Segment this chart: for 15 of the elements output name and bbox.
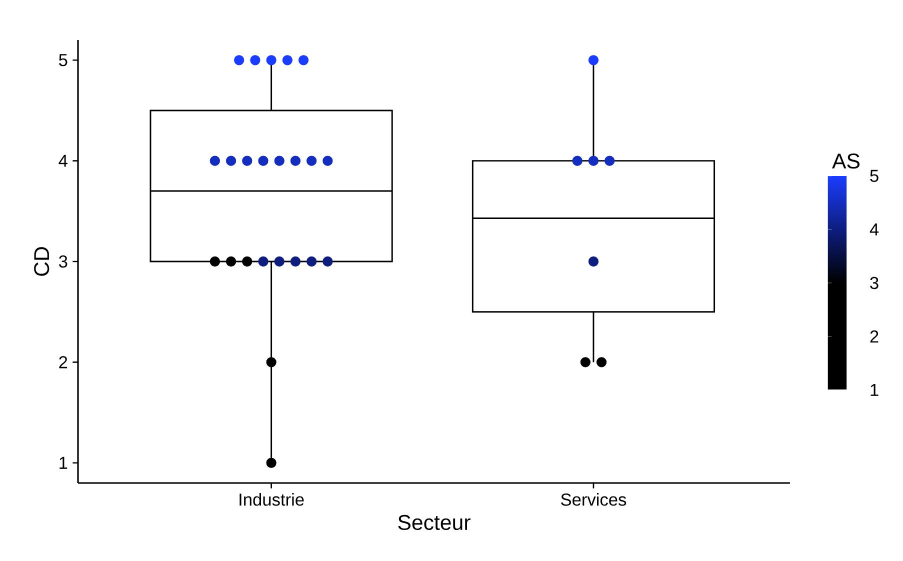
y-tick-label: 3 [58,255,68,268]
y-tick-label: 5 [59,54,68,66]
color-bar-label: 4 [870,224,879,236]
color-bar-title: AS [832,153,860,169]
x-axis-title: Secteur [398,514,470,530]
y-tick-label: 1 [60,456,68,469]
color-bar-label: 3 [870,276,878,290]
y-tick-label: 4 [58,154,68,167]
x-tick-label: Services [561,493,626,506]
y-axis-title: CD [34,247,50,276]
color-bar-label: 1 [870,384,878,396]
x-tick-label: Industrie [240,493,304,506]
color-bar-label: 2 [870,330,878,343]
y-tick-label: 2 [59,356,68,368]
color-bar-label: 5 [870,170,878,182]
